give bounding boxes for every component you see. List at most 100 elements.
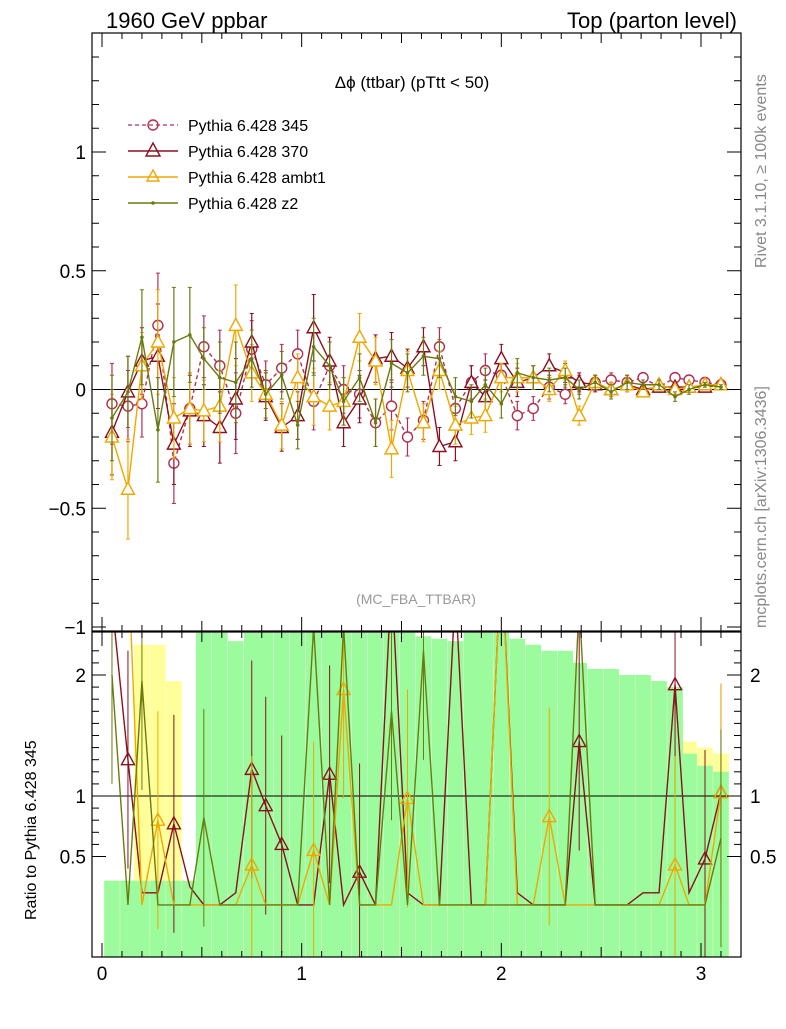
series-line [111, 325, 722, 464]
header-left: 1960 GeV ppbar [106, 8, 267, 33]
data-point [120, 480, 136, 495]
band-green [104, 880, 120, 957]
data-point [415, 414, 432, 429]
ratio-y-tick-label: 0.5 [750, 848, 776, 869]
legend-entry-345: Pythia 6.428 345 [128, 118, 308, 135]
data-point [719, 385, 723, 389]
x-tick-label: 0 [97, 964, 108, 985]
analysis-label: (MC_FBA_TTBAR) [356, 591, 476, 607]
ratio-data-point [667, 856, 683, 871]
legend-label: Pythia 6.428 ambt1 [188, 170, 326, 187]
legend-entry-ambt1: Pythia 6.428 ambt1 [128, 168, 326, 187]
band-green [212, 632, 228, 957]
data-point [477, 407, 494, 422]
band-green [493, 632, 510, 957]
band-green [447, 641, 464, 957]
data-point [249, 356, 254, 361]
band-green [681, 753, 697, 957]
data-point [641, 382, 645, 387]
data-point [126, 390, 130, 394]
data-point [577, 387, 582, 392]
data-point [289, 369, 306, 384]
ratio-panel-frame [91, 631, 742, 958]
ratio-data-point [321, 765, 338, 780]
data-point [493, 350, 510, 365]
band-green [603, 668, 619, 957]
data-point [383, 440, 400, 455]
data-point [274, 416, 290, 431]
ratio-series-layer [111, 632, 729, 957]
data-point [110, 416, 114, 420]
y-tick-label: −1 [64, 618, 86, 639]
data-point [405, 371, 410, 375]
data-point [156, 428, 160, 432]
data-point [559, 388, 571, 400]
main-y-tick-labels: −1 −0.5 0 0.5 1 [48, 143, 86, 639]
data-point [311, 344, 316, 349]
data-point [499, 401, 504, 406]
legend-label: Pythia 6.428 345 [188, 118, 308, 135]
band-green [619, 675, 635, 957]
y-tick-label: −0.5 [48, 499, 86, 520]
band-green [120, 880, 136, 957]
data-point [182, 400, 198, 415]
ratio-data-point [351, 863, 368, 878]
legend: Pythia 6.428 345 Pythia 6.428 370 Pythia… [128, 118, 326, 213]
data-point [593, 380, 597, 385]
band-green [587, 668, 603, 957]
band-green [509, 638, 526, 957]
data-point [421, 354, 426, 359]
data-point [166, 409, 182, 424]
ratio-y-tick-labels-right: 0.5 1 2 [750, 666, 776, 869]
ratio-data-point [571, 733, 587, 748]
data-point [327, 363, 332, 368]
data-point [687, 387, 691, 392]
ratio-data-point [244, 856, 260, 871]
data-point [515, 371, 520, 375]
band-green [289, 632, 306, 957]
ratio-data-point [166, 815, 182, 830]
ratio-line [111, 632, 722, 906]
ratio-data-point [541, 808, 557, 823]
legend-marker [145, 168, 161, 182]
ratio-data-point [305, 841, 322, 857]
ratio-y-tick-label: 2 [75, 666, 86, 687]
data-point [228, 316, 244, 332]
series-z2 [109, 286, 723, 483]
legend-marker [147, 119, 159, 131]
legend-label: Pythia 6.428 370 [188, 144, 308, 161]
band-yellow [134, 644, 150, 957]
data-point [218, 375, 222, 380]
band-green [651, 681, 667, 957]
data-point [453, 394, 458, 399]
data-point [341, 399, 346, 404]
y-tick-label: 0.5 [60, 262, 86, 283]
mcplots-label: mcplots.cern.ch [arXiv:1306.3436] [753, 386, 770, 628]
ratio-y-tick-label: 2 [750, 666, 761, 687]
series-ambt1 [104, 284, 729, 540]
ratio-data-point [399, 789, 416, 805]
data-point [527, 402, 539, 415]
data-point [511, 409, 524, 422]
data-point [673, 394, 677, 399]
data-point [351, 328, 368, 343]
data-point [703, 382, 707, 387]
legend-entry-370: Pythia 6.428 370 [128, 141, 308, 161]
data-point [172, 340, 176, 344]
x-tick-label: 1 [296, 964, 307, 985]
data-point [447, 416, 464, 431]
data-point [389, 361, 394, 366]
data-point [493, 369, 510, 384]
y-tick-label: 1 [75, 143, 86, 164]
plot-title: Δϕ (ttbar) (pTtt < 50) [335, 73, 490, 92]
data-point [469, 399, 474, 404]
band-green [463, 632, 480, 957]
data-point [571, 407, 587, 422]
legend-marker [144, 141, 162, 157]
series-line [111, 333, 722, 431]
main-series-layer [104, 272, 729, 540]
ratio-data-point [697, 850, 713, 865]
ratio-y-tick-label: 1 [750, 787, 761, 808]
ratio-y-tick-label: 1 [75, 787, 86, 808]
